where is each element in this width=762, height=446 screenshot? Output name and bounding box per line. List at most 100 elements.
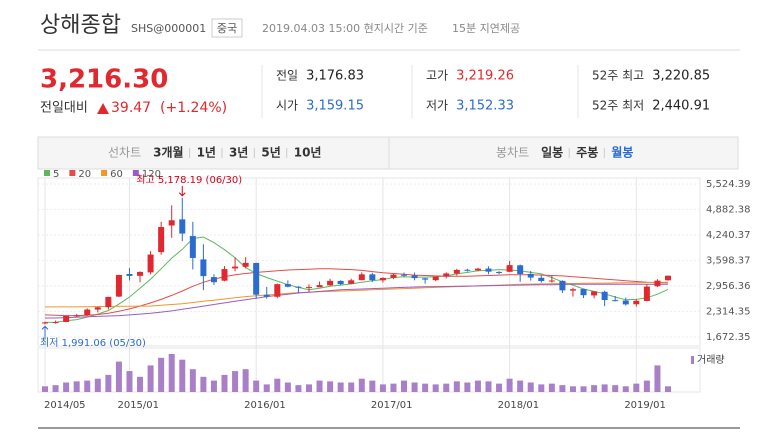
code: SHS@000001 [131,22,206,35]
volume-bar [232,371,239,392]
x-tick-label: 2018/01 [498,400,540,411]
chart: 5,524.39 4,882.38 4,240.37 3,598.37 2,956.36… [37,169,751,411]
change-label: 전일대비 [40,101,88,116]
volume-bar [137,376,144,392]
candle-body [591,291,598,296]
candle-body [305,287,312,289]
legend-label: 5 [53,169,59,180]
tab[interactable]: 일봉 [541,146,563,160]
volume-bar [284,382,291,392]
candle-body [137,271,144,276]
candle-body [84,309,91,316]
volume-bar [316,380,323,392]
tab[interactable]: 10년 [294,146,322,160]
candle-body [422,278,429,280]
candle-body [189,236,196,258]
candle-body [168,220,175,226]
volume-bar [295,385,302,392]
volume-bar [474,380,481,392]
x-tick-label: 2015/01 [117,400,159,411]
volume-bar [52,385,59,392]
quote-label: 고가 [426,69,448,83]
volume-bar [115,361,122,392]
y-tick-label: 1,672.35 [706,332,751,343]
candle-body [147,254,154,273]
y-tick-label: 2,314.35 [706,307,751,318]
volume-bar [168,354,175,392]
candle-body [517,265,524,274]
volume-bar [569,386,576,392]
volume-bar [179,359,186,392]
quote-value: 3,152.33 [456,99,514,114]
volume-bar [263,384,270,392]
candle-body [263,294,270,297]
volume-bar [443,383,450,392]
volume-bar [63,382,70,392]
candle-body [316,285,323,288]
tab[interactable]: 월봉 [611,145,633,160]
candle-body [464,269,471,271]
y-tick-label: 2,956.36 [706,281,751,292]
y-tick-label: 3,598.37 [706,256,751,267]
candle-body [73,315,80,317]
candle-body [295,286,302,288]
tab-bar [37,136,739,170]
y-tick-label: 4,240.37 [706,230,751,241]
delay: 15분 지연제공 [452,22,520,35]
volume-bar [94,378,101,392]
volume-bar [401,380,408,392]
candle-body [612,300,619,302]
volume-bar [580,386,587,392]
volume-bar [527,382,534,392]
candle-body [232,266,239,269]
tab[interactable]: 1년 [197,146,216,160]
volume-bar [506,378,513,392]
candle-body [42,322,48,324]
volume-bar [126,371,133,392]
quote-value: 3,220.85 [652,69,710,84]
quote-value: 3,219.26 [456,69,514,84]
candle-body [665,275,671,281]
volume-bar [337,382,344,392]
candle-body [538,277,545,282]
tab[interactable]: 5년 [261,146,280,160]
volume-bar [422,383,429,392]
candle-body [200,259,207,277]
quote-label: 저가 [426,99,448,113]
quote-label: 시가 [276,99,298,113]
volume-bar [496,383,503,392]
legend-swatch [132,170,139,176]
volume-bar [517,380,524,392]
volume-bar [379,384,386,392]
tab[interactable]: 주봉 [576,146,598,160]
candle-body [253,262,260,295]
x-tick-label: 2016/01 [244,400,286,411]
candle-body [506,265,513,272]
quote-label: 전일 [276,69,298,83]
x-tick-label: 2014/05 [44,400,86,411]
quote-value: 3,176.83 [306,69,364,84]
volume-label: 거래량 [697,354,725,366]
time: 2019.04.03 15:00 현지시간 기준 [262,22,428,35]
volume-bar [242,369,249,392]
volume-bar [485,381,492,392]
volume-bar [221,374,228,392]
candle-body [379,277,386,281]
ma-line [44,268,668,317]
legend-label: 60 [110,169,123,180]
candle-body [358,274,365,281]
tab[interactable]: 3개월 [153,145,183,160]
candle-body [105,296,112,308]
legend-label: 20 [78,169,91,180]
volume-bar [158,357,165,392]
candle-body [527,273,534,278]
volume-bar [253,380,260,392]
candle-body [242,262,249,267]
candle-body [453,269,460,274]
annotation-arrow [178,186,186,197]
tab[interactable]: 3년 [229,146,248,160]
candle-body [548,280,555,282]
volume-bar [189,369,196,392]
volume-bar [548,383,555,392]
candle-body [158,227,165,253]
